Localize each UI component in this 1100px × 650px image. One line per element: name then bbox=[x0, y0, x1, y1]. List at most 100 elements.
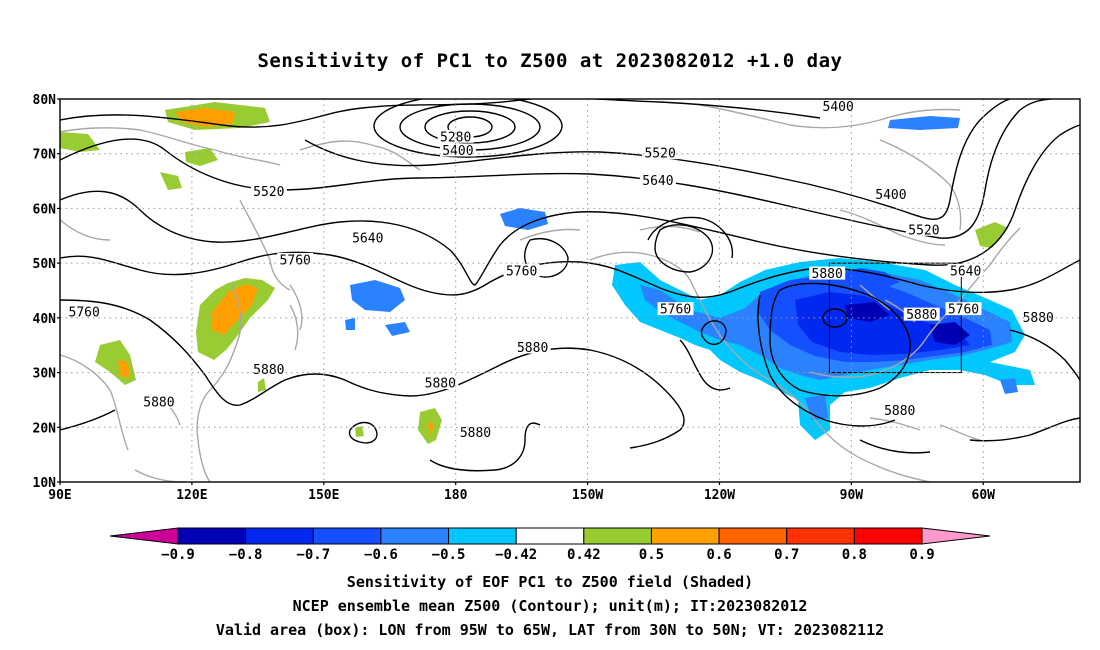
contour-label: 5760 bbox=[948, 303, 979, 318]
colorbar-label: −0.8 bbox=[229, 547, 263, 563]
contour-label: 5640 bbox=[642, 174, 673, 189]
colorbar-label: −0.5 bbox=[432, 547, 466, 563]
colorbar-segment bbox=[177, 527, 247, 545]
latitude-labels: 80N 70N 60N 50N 40N 30N 20N 10N bbox=[33, 93, 60, 491]
contour-label: 5880 bbox=[425, 377, 456, 392]
z500-contours bbox=[60, 99, 1080, 472]
contour-label-bg bbox=[881, 403, 918, 417]
lat-label: 40N bbox=[33, 312, 57, 327]
lon-label: 90W bbox=[840, 488, 864, 503]
contour-label: 5880 bbox=[253, 363, 284, 378]
contour-label-bg bbox=[514, 340, 551, 354]
contour-label-bg bbox=[809, 266, 846, 280]
colorbar-segment bbox=[515, 527, 585, 545]
contour-label-bg bbox=[945, 302, 982, 316]
contour-label-bg bbox=[349, 231, 386, 245]
lat-label: 80N bbox=[33, 93, 57, 108]
contour-label-bg bbox=[422, 376, 459, 390]
colorbar-segment bbox=[245, 527, 314, 545]
colorbar-segment bbox=[786, 527, 855, 545]
colorbar-segment bbox=[583, 527, 652, 545]
contour-label-bg bbox=[140, 395, 177, 409]
lat-label: 30N bbox=[33, 367, 57, 382]
colorbar-label: −0.6 bbox=[364, 547, 398, 563]
contour-label-bg bbox=[437, 129, 474, 143]
contour-label: 5880 bbox=[1023, 311, 1054, 326]
lon-label: 120W bbox=[704, 488, 735, 503]
contour-label: 5760 bbox=[660, 303, 691, 318]
contour-label: 5880 bbox=[143, 396, 174, 411]
colorbar-label: 0.5 bbox=[639, 547, 664, 563]
colorbar-segment bbox=[853, 527, 923, 545]
contour-label-bg bbox=[1020, 310, 1057, 324]
caption-line-2: NCEP ensemble mean Z500 (Contour); unit(… bbox=[292, 597, 808, 615]
colorbar-label: 0.7 bbox=[774, 547, 799, 563]
lon-label: 150E bbox=[308, 488, 339, 503]
contour-label: 5880 bbox=[517, 341, 548, 356]
contour-label-bg bbox=[947, 263, 984, 277]
colorbar-labels: −0.9 −0.8 −0.7 −0.6 −0.5 −0.42 0.42 0.5 0.6 0.7 0.… bbox=[161, 547, 935, 563]
lon-label: 150W bbox=[572, 488, 603, 503]
contour-label: 5760 bbox=[69, 305, 100, 320]
contour-label: 5400 bbox=[823, 100, 854, 115]
contour-labels: 5280540054005400552055205520564056405640… bbox=[66, 99, 1057, 441]
colorbar-label: 0.9 bbox=[909, 547, 934, 563]
colorbar-label: 0.8 bbox=[842, 547, 867, 563]
contour-label-bg bbox=[250, 362, 287, 376]
contour-label: 5880 bbox=[812, 267, 843, 282]
colorbar-label: −0.7 bbox=[296, 547, 330, 563]
colorbar-segment bbox=[312, 527, 382, 545]
contour-label-bg bbox=[642, 146, 679, 160]
contour-label: 5520 bbox=[253, 185, 284, 200]
caption-line-3: Valid area (box): LON from 95W to 65W, L… bbox=[215, 621, 885, 639]
lon-label: 120E bbox=[176, 488, 207, 503]
contour-label-bg bbox=[439, 143, 476, 157]
contour-label: 5760 bbox=[506, 264, 537, 279]
contour-label-bg bbox=[905, 222, 942, 236]
contour-label: 5520 bbox=[908, 223, 939, 238]
contour-label: 5640 bbox=[352, 232, 383, 247]
colorbar-segment bbox=[380, 527, 450, 545]
colorbar-segment bbox=[650, 527, 720, 545]
colorbar-label: 0.6 bbox=[706, 547, 731, 563]
colorbar-low-triangle bbox=[109, 527, 179, 545]
longitude-labels: 90E 120E 150E 180 150W 120W 90W 60W bbox=[48, 482, 995, 503]
shaded-sensitivity bbox=[60, 102, 1035, 444]
colorbar-segment bbox=[448, 527, 517, 545]
contour-label: 5760 bbox=[280, 253, 311, 268]
caption-line-1: Sensitivity of EOF PC1 to Z500 field (Sh… bbox=[346, 573, 754, 591]
colorbar-segment bbox=[718, 527, 788, 545]
lat-label: 70N bbox=[33, 148, 57, 163]
colorbar-label: −0.42 bbox=[495, 547, 537, 563]
contour-label: 5640 bbox=[950, 264, 981, 279]
contour-label-bg bbox=[250, 184, 287, 198]
lat-label: 10N bbox=[33, 476, 57, 491]
contour-label: 5400 bbox=[442, 144, 473, 159]
contour-label: 5880 bbox=[906, 308, 937, 323]
contour-label: 5880 bbox=[884, 404, 915, 419]
contour-label-bg bbox=[639, 173, 676, 187]
contour-label-bg bbox=[457, 425, 494, 439]
map-frame bbox=[59, 98, 1081, 483]
contour-label: 5400 bbox=[875, 188, 906, 203]
contour-label-bg bbox=[820, 99, 857, 113]
contour-label-bg bbox=[503, 263, 540, 277]
contour-label-bg bbox=[657, 302, 694, 316]
lon-label: 60W bbox=[972, 488, 996, 503]
colorbar bbox=[109, 527, 991, 545]
map-content: 5280540054005400552055205520564056405640… bbox=[60, 99, 1080, 482]
contour-label-bg bbox=[66, 304, 103, 318]
lat-label: 50N bbox=[33, 257, 57, 272]
contour-label-bg bbox=[872, 187, 909, 201]
valid-area-box bbox=[828, 262, 962, 374]
contour-label: 5880 bbox=[460, 426, 491, 441]
figure-title: Sensitivity of PC1 to Z500 at 2023082012… bbox=[257, 50, 843, 72]
lat-label: 60N bbox=[33, 202, 57, 217]
gridlines bbox=[60, 99, 1080, 482]
lat-label: 20N bbox=[33, 421, 57, 436]
lon-label: 90E bbox=[48, 488, 71, 503]
colorbar-label: 0.42 bbox=[567, 547, 601, 563]
colorbar-label: −0.9 bbox=[161, 547, 195, 563]
